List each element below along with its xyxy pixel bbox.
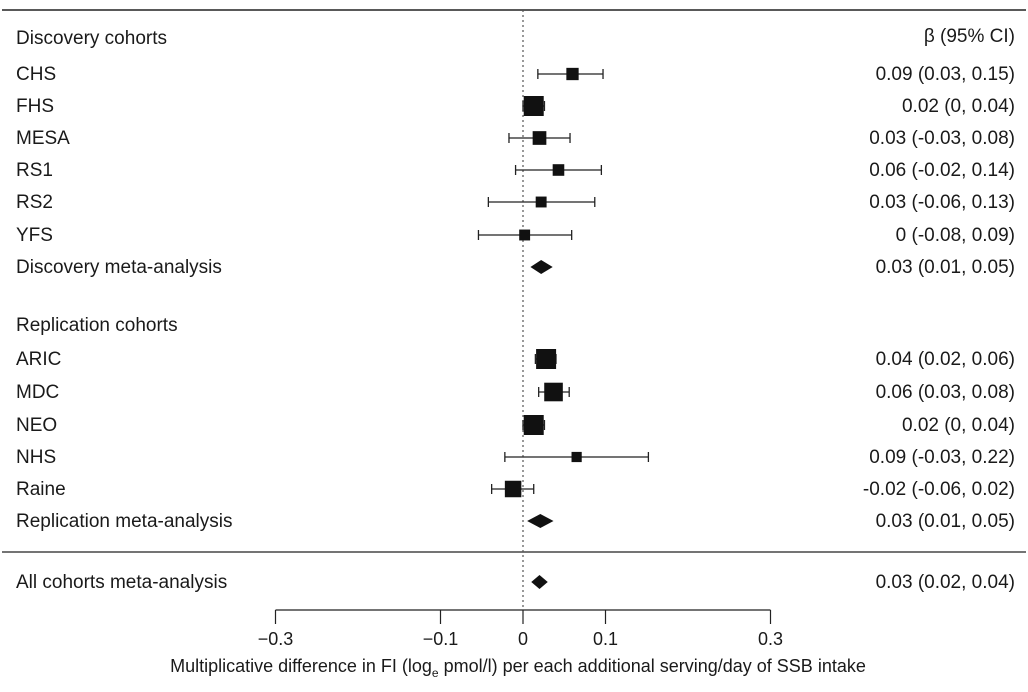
effect-estimate-ci: 0.03 (-0.03, 0.08) [869,128,1015,149]
point-estimate-square [536,349,557,369]
cohort-label: NEO [16,415,57,436]
x-tick-label: 0.1 [593,629,618,649]
point-estimate-square [552,164,565,176]
effect-estimate-ci: 0.02 (0, 0.04) [902,415,1015,436]
cohort-group-header: Discovery cohorts [16,28,167,49]
effect-estimate-ci: 0.04 (0.02, 0.06) [876,349,1015,370]
meta-analysis-diamond [527,514,554,528]
meta-analysis-label: All cohorts meta-analysis [16,572,227,593]
x-tick-label: 0.3 [758,629,783,649]
cohort-label: YFS [16,225,53,246]
effect-estimate-ci: 0.03 (-0.06, 0.13) [869,192,1015,213]
x-tick-label: 0 [518,629,528,649]
cohort-label: Raine [16,479,66,500]
effect-estimate-ci: 0.09 (0.03, 0.15) [876,64,1015,85]
point-estimate-square [535,196,547,208]
point-estimate-square [566,67,579,81]
effect-estimate-ci: -0.02 (-0.06, 0.02) [863,479,1015,500]
point-estimate-square [532,131,547,145]
meta-analysis-diamond [531,575,548,589]
ci-column-header: β (95% CI) [924,26,1015,47]
cohort-label: CHS [16,64,56,85]
cohort-label: MESA [16,128,70,149]
cohort-label: RS1 [16,160,53,181]
effect-estimate-ci: 0.03 (0.02, 0.04) [876,572,1015,593]
meta-analysis-label: Discovery meta-analysis [16,257,222,278]
meta-analysis-label: Replication meta-analysis [16,511,233,532]
x-axis-label: Multiplicative difference in FI (loge pm… [170,656,866,680]
effect-estimate-ci: 0.03 (0.01, 0.05) [876,257,1015,278]
point-estimate-square [571,451,582,463]
effect-estimate-ci: 0.03 (0.01, 0.05) [876,511,1015,532]
forest-rows: Discovery cohorts CHS 0.09 (0.03, 0.15) FHS… [16,28,1015,593]
point-estimate-square [544,382,563,402]
cohort-label: NHS [16,447,56,468]
cohort-label: MDC [16,382,59,403]
cohort-label: RS2 [16,192,53,213]
x-axis: −0.3 −0.1 0 0.1 0.3 [258,609,783,649]
x-tick-label: −0.1 [423,629,459,649]
point-estimate-square [523,415,544,435]
cohort-group-header: Replication cohorts [16,315,178,336]
cohort-label: FHS [16,96,54,117]
effect-estimate-ci: 0.02 (0, 0.04) [902,96,1015,117]
point-estimate-square [519,229,531,241]
cohort-label: ARIC [16,349,61,370]
effect-estimate-ci: 0.09 (-0.03, 0.22) [869,447,1015,468]
point-estimate-square [504,480,522,498]
effect-estimate-ci: 0.06 (0.03, 0.08) [876,382,1015,403]
x-tick-label: −0.3 [258,629,294,649]
effect-estimate-ci: 0 (-0.08, 0.09) [896,225,1015,246]
meta-analysis-diamond [530,260,553,274]
effect-estimate-ci: 0.06 (-0.02, 0.14) [869,160,1015,181]
point-estimate-square [523,96,544,116]
